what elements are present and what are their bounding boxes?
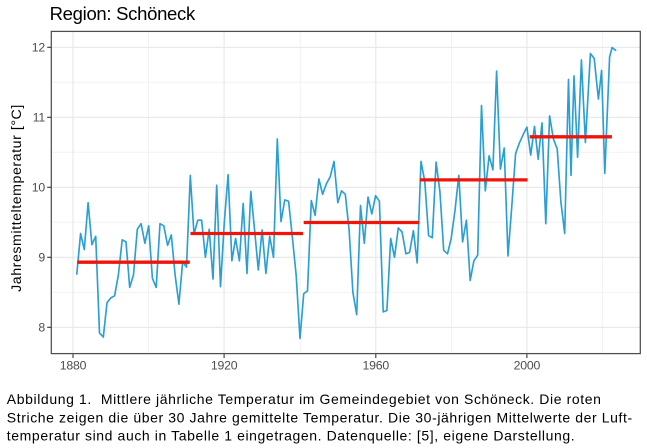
svg-text:2000: 2000 bbox=[514, 359, 541, 373]
svg-text:1920: 1920 bbox=[211, 359, 238, 373]
svg-text:12: 12 bbox=[32, 40, 46, 54]
svg-text:temperatur sind auch in Tabell: temperatur sind auch in Tabelle 1 einget… bbox=[7, 428, 575, 444]
svg-text:9: 9 bbox=[38, 250, 45, 264]
svg-text:11: 11 bbox=[33, 110, 46, 124]
svg-text:8: 8 bbox=[38, 320, 45, 334]
svg-text:Striche zeigen die über 30 Jah: Striche zeigen die über 30 Jahre gemitte… bbox=[7, 410, 633, 426]
svg-text:1880: 1880 bbox=[60, 359, 87, 373]
svg-text:Jahresmitteltemperatur [°C]: Jahresmitteltemperatur [°C] bbox=[9, 104, 25, 292]
svg-text:1960: 1960 bbox=[363, 359, 390, 373]
svg-text:10: 10 bbox=[32, 180, 46, 194]
svg-text:Region: Schöneck: Region: Schöneck bbox=[50, 3, 196, 24]
svg-text:Abbildung 1. Mittlere jährlic: Abbildung 1. Mittlere jährliche Temperat… bbox=[7, 391, 602, 407]
